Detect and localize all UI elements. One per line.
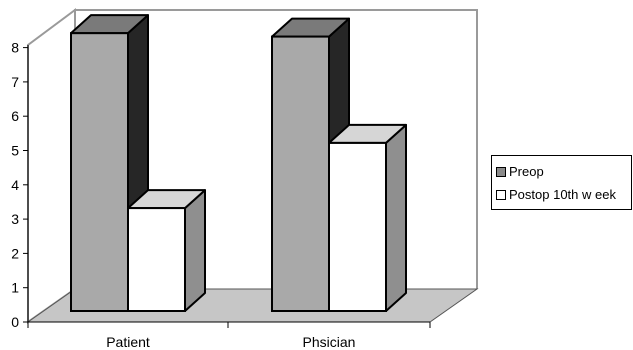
legend: Preop Postop 10th w eek: [491, 155, 632, 210]
bar-front: [127, 207, 186, 313]
y-tick-label: 8: [11, 40, 19, 56]
y-tick-label: 0: [11, 314, 19, 330]
legend-label-postop: Postop 10th w eek: [509, 187, 616, 202]
side-wall: [27, 8, 76, 324]
y-tick-label: 7: [11, 74, 19, 90]
y-tick-label: 2: [11, 245, 19, 261]
legend-label-preop: Preop: [509, 164, 544, 179]
y-tick-label: 5: [11, 143, 19, 159]
legend-swatch-postop: [496, 189, 506, 200]
legend-swatch-preop: [496, 166, 506, 177]
y-tick-label: 6: [11, 108, 19, 124]
bar-front: [328, 141, 387, 312]
legend-item-preop: Preop: [496, 164, 544, 179]
y-tick-label: 3: [11, 211, 19, 227]
x-tick-label: Phsician: [303, 334, 356, 350]
legend-item-postop: Postop 10th w eek: [496, 187, 616, 202]
bar-front: [70, 32, 129, 312]
bar-patient-postop: [127, 189, 206, 313]
bar-side: [385, 123, 407, 312]
x-tick-label: Patient: [106, 334, 150, 350]
bar-front: [271, 35, 330, 312]
bar-side: [184, 189, 206, 312]
y-tick-label: 4: [11, 177, 19, 193]
y-tick-label: 1: [11, 280, 19, 296]
bar-phsician-postop: [328, 123, 407, 312]
